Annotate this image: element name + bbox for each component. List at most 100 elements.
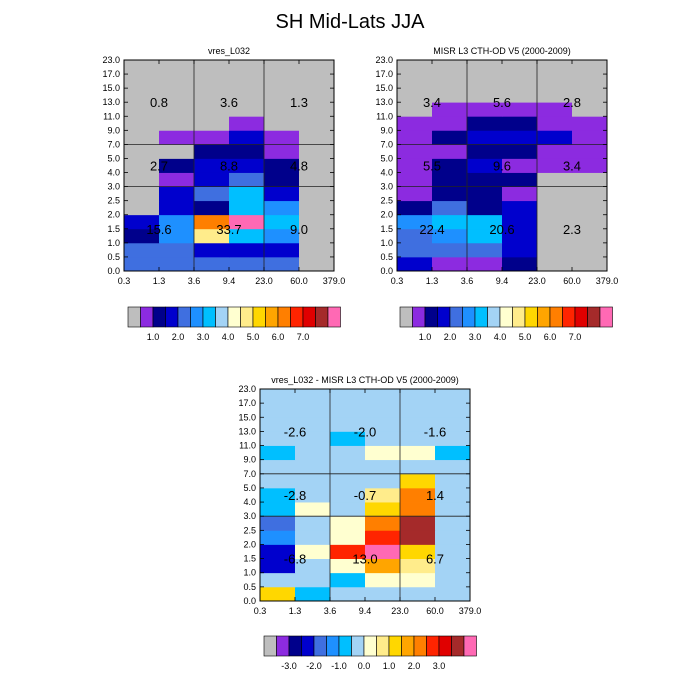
heatmap-cell [502,214,538,230]
heatmap-cell [572,102,608,117]
heatmap-cell [299,74,335,89]
heatmap-cell [397,256,433,272]
heatmap-cell [124,214,160,230]
heatmap-cell [400,530,436,545]
heatmap-cell [365,487,401,503]
heatmap-cell [299,172,335,187]
colorbar-label: 6.0 [272,332,285,342]
region-total-label: 3.4 [423,95,441,110]
heatmap-cell [299,158,335,173]
colorbar: 1.0 2.0 3.0 4.0 5.0 6.0 7.0 [127,306,341,342]
heatmap-cell [124,88,160,103]
region-total-label: 1.4 [426,488,444,503]
y-tick-label: 1.5 [380,224,393,234]
heatmap-cell [432,144,468,159]
heatmap-cell [365,572,401,588]
heatmap-cell [397,102,433,117]
heatmap-cell [194,242,230,258]
colorbar-swatch [315,306,329,328]
heatmap-cell [229,228,265,244]
x-tick-label: 0.3 [118,276,131,286]
colorbar-swatch [399,306,413,328]
x-tick-label: 9.4 [496,276,509,286]
heatmap-cell [572,74,608,89]
heatmap-cell [229,74,265,89]
heatmap-cell [194,88,230,103]
colorbar-swatch [202,306,216,328]
heatmap-cell [435,487,471,503]
colorbar-swatch [313,635,327,657]
y-tick-label: 2.0 [107,210,120,220]
heatmap-cell [295,544,331,559]
heatmap-cell [502,186,538,202]
colorbar-label: 4.0 [222,332,235,342]
heatmap-cell [432,228,468,244]
y-tick-label: 9.0 [380,125,393,135]
heatmap-cell [330,572,366,588]
heatmap-cell [159,144,195,159]
y-tick-label: 15.0 [102,83,120,93]
region-total-label: 2.7 [150,159,168,174]
region-total-label: 5.5 [423,159,441,174]
y-tick-label: 7.0 [107,139,120,149]
heatmap-cell [295,530,331,545]
colorbar-swatch [326,635,340,657]
heatmap-cell [124,228,160,244]
region-total-label: 4.8 [290,159,308,174]
colorbar-swatch [574,306,588,328]
heatmap-cell [295,431,331,446]
colorbar-swatch [277,306,291,328]
heatmap-cell [435,417,471,432]
heatmap-cell [467,172,503,187]
x-tick-label: 1.3 [426,276,439,286]
heatmap-cell [330,445,366,461]
y-tick-label: 17.0 [375,69,393,79]
heatmap-cell [435,459,471,475]
colorbar-swatch [288,635,302,657]
x-tick-label: 9.4 [359,606,372,616]
heatmap-cell [295,459,331,475]
colorbar-label: 7.0 [569,332,582,342]
region-total-label: 5.6 [493,95,511,110]
heatmap-cell [264,88,300,103]
heatmap-cell [435,558,471,574]
heatmap-cell [330,431,366,446]
heatmap-cell [260,502,296,517]
heatmap-cell [229,186,265,202]
colorbar-swatch [363,635,377,657]
heatmap-cell [502,102,538,117]
heatmap-cell [260,586,296,602]
region-total-label: 9.6 [493,159,511,174]
colorbar-swatch [165,306,179,328]
heatmap-cell [159,186,195,202]
heatmap-cell [502,74,538,89]
y-tick-label: 1.0 [380,238,393,248]
heatmap-cell [502,242,538,258]
colorbar: 1.0 2.0 3.0 4.0 5.0 6.0 7.0 [399,306,613,342]
heatmap-cell [502,130,538,145]
heatmap-cell [432,60,468,75]
heatmap-cell [260,445,296,461]
heatmap-cell [194,228,230,244]
heatmap-cell [400,544,436,559]
heatmap-cell [295,403,331,418]
heatmap-cell [295,487,331,503]
x-tick-label: 60.0 [563,276,581,286]
heatmap-cell [159,88,195,103]
x-tick-label: 379.0 [323,276,346,286]
heatmap-cell [400,572,436,588]
colorbar-swatch [463,635,477,657]
heatmap-cell [537,144,573,159]
heatmap-cell [159,172,195,187]
heatmap-cell [400,502,436,517]
heatmap-cell [264,74,300,89]
heatmap-cell [264,60,300,75]
heatmap-cell [330,389,366,404]
colorbar-swatch [240,306,254,328]
heatmap-cell [467,200,503,216]
y-tick-label: 17.0 [238,398,256,408]
colorbar-label: 6.0 [544,332,557,342]
heatmap-cell [400,473,436,489]
heatmap-cell [295,445,331,461]
